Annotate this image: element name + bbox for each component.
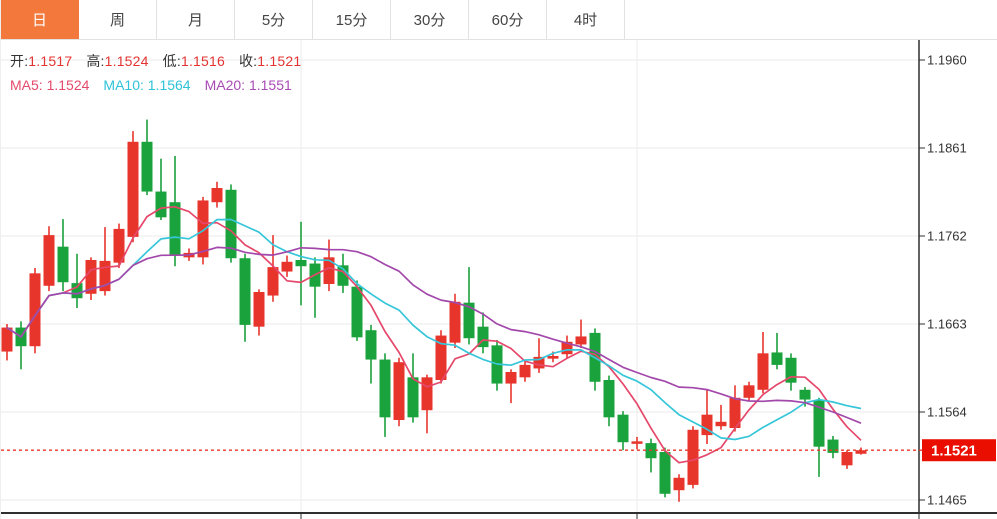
close-value: 1.1521: [257, 53, 302, 69]
candle-body: [841, 452, 853, 466]
candle-body: [57, 246, 69, 283]
candle-body: [547, 356, 559, 359]
tab-timeframe-4[interactable]: 15分: [313, 0, 391, 39]
candle-body: [43, 235, 55, 286]
ma10-legend: MA10: 1.1564: [103, 77, 191, 93]
candle-body: [85, 260, 97, 294]
candle-body: [519, 364, 531, 378]
candle-body: [575, 336, 587, 345]
candle-body: [239, 258, 251, 325]
y-axis-label: 1.1465: [927, 493, 967, 508]
candle-body: [127, 141, 139, 237]
candle-body: [113, 228, 125, 263]
candle-body: [1, 327, 13, 352]
gridlines: 1.1960 1.1861 1.1762 1.1663 1.1564 1.1465: [1, 40, 967, 513]
tab-timeframe-7[interactable]: 4时: [547, 0, 625, 39]
candle-body: [687, 429, 699, 485]
candle-body: [715, 421, 727, 427]
y-axis-label: 1.1861: [927, 141, 967, 156]
y-axis-label: 1.1762: [927, 229, 967, 244]
candle-body: [673, 477, 685, 491]
candle-body: [351, 286, 363, 338]
candle-body: [253, 292, 265, 327]
high-value: 1.1524: [104, 53, 149, 69]
ma20-line: [6, 246, 862, 424]
candle-body: [771, 352, 783, 365]
candle-body: [435, 335, 447, 380]
current-price-tag: 1.1521: [922, 439, 996, 462]
candle-body: [169, 202, 181, 255]
candle-body: [393, 362, 405, 420]
candle-body: [421, 377, 433, 411]
candle-body: [855, 450, 867, 454]
svg-text:1.1521: 1.1521: [931, 443, 977, 460]
ma-header: MA5: 1.1524 MA10: 1.1564 MA20: 1.1551: [10, 77, 292, 93]
candle-body: [141, 141, 153, 192]
low-label: 低:: [162, 53, 181, 69]
candle-body: [365, 330, 377, 360]
candle-body: [785, 357, 797, 383]
candle-body: [323, 257, 335, 284]
candles-layer: [1, 119, 867, 502]
candle-body: [295, 260, 307, 267]
open-label: 开:: [10, 53, 29, 69]
tab-timeframe-1[interactable]: 周: [79, 0, 157, 39]
candle-body: [757, 353, 769, 390]
ma5-line: [6, 205, 862, 464]
ohlc-header: 开:1.1517 高:1.1524 低:1.1516 收:1.1521: [10, 51, 315, 71]
open-value: 1.1517: [28, 53, 73, 69]
ma10-line: [6, 218, 862, 441]
candle-body: [743, 385, 755, 398]
ma5-legend: MA5: 1.1524: [10, 77, 90, 93]
candle-body: [225, 189, 237, 259]
close-label: 收:: [238, 53, 258, 69]
candle-body: [701, 414, 713, 436]
candle-body: [407, 377, 419, 418]
candle-body: [561, 341, 573, 355]
candle-body: [505, 372, 517, 384]
candle-body: [463, 302, 475, 339]
tab-timeframe-6[interactable]: 60分: [469, 0, 547, 39]
candle-body: [449, 301, 461, 343]
candle-body: [197, 200, 209, 258]
candle-body: [379, 359, 391, 418]
tab-timeframe-2[interactable]: 月: [157, 0, 235, 39]
candle-body: [617, 414, 629, 443]
axis-frame: [1, 40, 997, 519]
tab-timeframe-5[interactable]: 30分: [391, 0, 469, 39]
candle-body: [827, 439, 839, 453]
y-axis-label: 1.1663: [927, 317, 967, 332]
candle-body: [337, 265, 349, 286]
candle-body: [477, 326, 489, 348]
candle-body: [533, 356, 545, 369]
timeframe-tab-bar: 日周月 5分 15分 30分 60分 4时: [1, 0, 997, 40]
candle-body: [659, 452, 671, 494]
ma20-legend: MA20: 1.1551: [204, 77, 292, 93]
tab-timeframe-0[interactable]: 日: [1, 0, 79, 39]
candle-body: [71, 283, 83, 299]
y-axis-label: 1.1960: [927, 53, 967, 68]
candle-body: [813, 400, 825, 447]
candle-body: [211, 188, 223, 203]
low-value: 1.1516: [180, 53, 225, 69]
candle-body: [603, 380, 615, 418]
candle-body: [155, 191, 167, 218]
candle-body: [799, 389, 811, 400]
candle-body: [267, 267, 279, 296]
tab-timeframe-3[interactable]: 5分: [235, 0, 313, 39]
candle-body: [99, 260, 111, 292]
candle-body: [631, 441, 643, 444]
y-axis-label: 1.1564: [927, 405, 967, 420]
candle-body: [281, 261, 293, 272]
candle-body: [29, 273, 41, 347]
high-label: 高:: [86, 53, 105, 69]
candle-body: [729, 397, 741, 428]
